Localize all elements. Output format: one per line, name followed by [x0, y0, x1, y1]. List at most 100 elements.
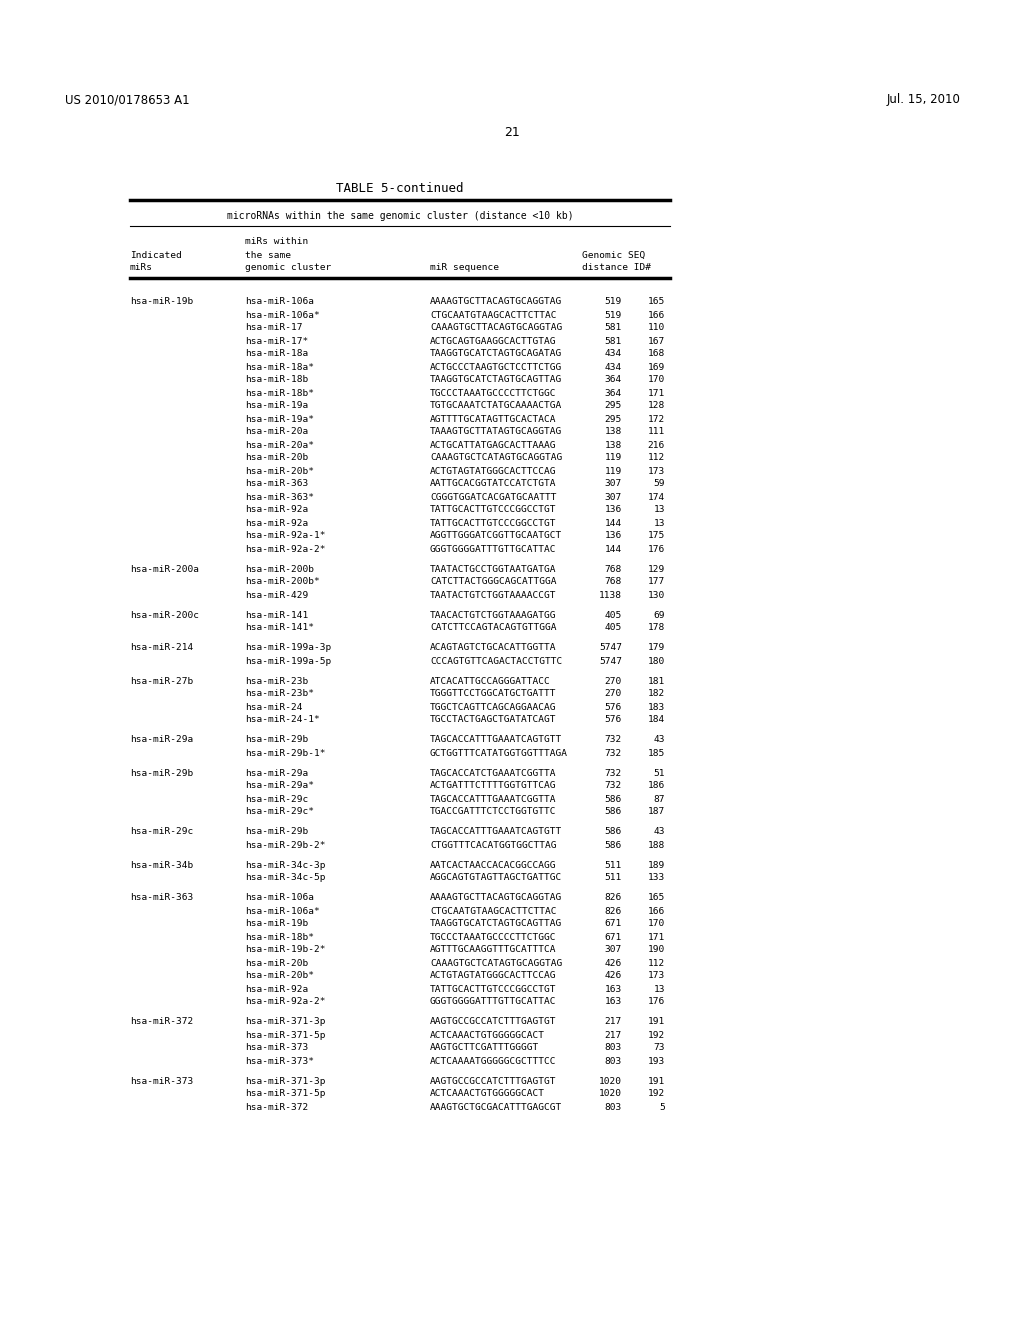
Text: 803: 803: [605, 1056, 622, 1065]
Text: hsa-miR-141: hsa-miR-141: [245, 610, 308, 619]
Text: 138: 138: [605, 441, 622, 450]
Text: 173: 173: [648, 972, 665, 981]
Text: 171: 171: [648, 932, 665, 941]
Text: 511: 511: [605, 861, 622, 870]
Text: hsa-miR-20b: hsa-miR-20b: [245, 454, 308, 462]
Text: hsa-miR-372: hsa-miR-372: [130, 1018, 194, 1027]
Text: TAAAGTGCTTATAGTGCAGGTAG: TAAAGTGCTTATAGTGCAGGTAG: [430, 428, 562, 437]
Text: 87: 87: [653, 795, 665, 804]
Text: miR sequence: miR sequence: [430, 264, 499, 272]
Text: hsa-miR-200c: hsa-miR-200c: [130, 610, 199, 619]
Text: TGGGTTCCTGGCATGCTGATTT: TGGGTTCCTGGCATGCTGATTT: [430, 689, 556, 698]
Text: Jul. 15, 2010: Jul. 15, 2010: [886, 94, 961, 107]
Text: 189: 189: [648, 861, 665, 870]
Text: 59: 59: [653, 479, 665, 488]
Text: 172: 172: [648, 414, 665, 424]
Text: 163: 163: [605, 985, 622, 994]
Text: 426: 426: [605, 958, 622, 968]
Text: 170: 170: [648, 375, 665, 384]
Text: AGGTTGGGATCGGTTGCAATGCT: AGGTTGGGATCGGTTGCAATGCT: [430, 532, 562, 540]
Text: 69: 69: [653, 610, 665, 619]
Text: hsa-miR-371-3p: hsa-miR-371-3p: [245, 1077, 326, 1085]
Text: hsa-miR-371-3p: hsa-miR-371-3p: [245, 1018, 326, 1027]
Text: TGTGCAAATCTATGCAAAACTGA: TGTGCAAATCTATGCAAAACTGA: [430, 401, 562, 411]
Text: 176: 176: [648, 998, 665, 1006]
Text: 295: 295: [605, 401, 622, 411]
Text: 73: 73: [653, 1044, 665, 1052]
Text: TAAGGTGCATCTAGTGCAGTTAG: TAAGGTGCATCTAGTGCAGTTAG: [430, 920, 562, 928]
Text: 586: 586: [605, 795, 622, 804]
Text: hsa-miR-19b: hsa-miR-19b: [245, 920, 308, 928]
Text: hsa-miR-371-5p: hsa-miR-371-5p: [245, 1031, 326, 1040]
Text: TGGCTCAGTTCAGCAGGAACAG: TGGCTCAGTTCAGCAGGAACAG: [430, 702, 556, 711]
Text: TAGCACCATTTGAAATCAGTGTT: TAGCACCATTTGAAATCAGTGTT: [430, 735, 562, 744]
Text: AATCACTAACCACACGGCCAGG: AATCACTAACCACACGGCCAGG: [430, 861, 556, 870]
Text: hsa-miR-29a: hsa-miR-29a: [130, 735, 194, 744]
Text: 519: 519: [605, 310, 622, 319]
Text: hsa-miR-23b: hsa-miR-23b: [245, 676, 308, 685]
Text: Genomic SEQ: Genomic SEQ: [582, 251, 645, 260]
Text: 144: 144: [605, 544, 622, 553]
Text: hsa-miR-34c-5p: hsa-miR-34c-5p: [245, 874, 326, 883]
Text: 671: 671: [605, 920, 622, 928]
Text: TGACCGATTTCTCCTGGTGTTC: TGACCGATTTCTCCTGGTGTTC: [430, 808, 556, 817]
Text: hsa-miR-20a: hsa-miR-20a: [245, 428, 308, 437]
Text: 43: 43: [653, 828, 665, 837]
Text: 192: 192: [648, 1089, 665, 1098]
Text: ACTCAAACTGTGGGGGCACT: ACTCAAACTGTGGGGGCACT: [430, 1089, 545, 1098]
Text: hsa-miR-92a: hsa-miR-92a: [245, 519, 308, 528]
Text: TABLE 5-continued: TABLE 5-continued: [336, 181, 464, 194]
Text: 217: 217: [605, 1018, 622, 1027]
Text: hsa-miR-214: hsa-miR-214: [130, 644, 194, 652]
Text: 168: 168: [648, 350, 665, 359]
Text: hsa-miR-29b: hsa-miR-29b: [245, 735, 308, 744]
Text: 1138: 1138: [599, 590, 622, 599]
Text: hsa-miR-363: hsa-miR-363: [130, 894, 194, 903]
Text: 405: 405: [605, 623, 622, 632]
Text: hsa-miR-24: hsa-miR-24: [245, 702, 302, 711]
Text: 130: 130: [648, 590, 665, 599]
Text: 13: 13: [653, 985, 665, 994]
Text: 190: 190: [648, 945, 665, 954]
Text: TAATACTGCCTGGTAATGATGA: TAATACTGCCTGGTAATGATGA: [430, 565, 556, 573]
Text: 112: 112: [648, 454, 665, 462]
Text: 183: 183: [648, 702, 665, 711]
Text: 307: 307: [605, 492, 622, 502]
Text: ACTGCAGTGAAGGCACTTGTAG: ACTGCAGTGAAGGCACTTGTAG: [430, 337, 556, 346]
Text: 187: 187: [648, 808, 665, 817]
Text: 138: 138: [605, 428, 622, 437]
Text: 671: 671: [605, 932, 622, 941]
Text: 581: 581: [605, 337, 622, 346]
Text: 826: 826: [605, 894, 622, 903]
Text: hsa-miR-373: hsa-miR-373: [130, 1077, 194, 1085]
Text: AGTTTTGCATAGTTGCACTACA: AGTTTTGCATAGTTGCACTACA: [430, 414, 556, 424]
Text: hsa-miR-29b-2*: hsa-miR-29b-2*: [245, 841, 326, 850]
Text: GCTGGTTTCATATGGTGGTTTAGA: GCTGGTTTCATATGGTGGTTTAGA: [430, 748, 568, 758]
Text: hsa-miR-200b*: hsa-miR-200b*: [245, 578, 319, 586]
Text: GGGTGGGGATTTGTTGCATTAC: GGGTGGGGATTTGTTGCATTAC: [430, 544, 556, 553]
Text: hsa-miR-200b: hsa-miR-200b: [245, 565, 314, 573]
Text: 112: 112: [648, 958, 665, 968]
Text: 803: 803: [605, 1102, 622, 1111]
Text: 144: 144: [605, 519, 622, 528]
Text: hsa-miR-92a-2*: hsa-miR-92a-2*: [245, 998, 326, 1006]
Text: 586: 586: [605, 841, 622, 850]
Text: TATTGCACTTGTCCCGGCCTGT: TATTGCACTTGTCCCGGCCTGT: [430, 519, 556, 528]
Text: AATTGCACGGTATCCATCTGTA: AATTGCACGGTATCCATCTGTA: [430, 479, 556, 488]
Text: ACTCAAACTGTGGGGGCACT: ACTCAAACTGTGGGGGCACT: [430, 1031, 545, 1040]
Text: 110: 110: [648, 323, 665, 333]
Text: hsa-miR-363: hsa-miR-363: [245, 479, 308, 488]
Text: 1020: 1020: [599, 1089, 622, 1098]
Text: hsa-miR-141*: hsa-miR-141*: [245, 623, 314, 632]
Text: 185: 185: [648, 748, 665, 758]
Text: 216: 216: [648, 441, 665, 450]
Text: hsa-miR-24-1*: hsa-miR-24-1*: [245, 715, 319, 725]
Text: 405: 405: [605, 610, 622, 619]
Text: TAGCACCATCTGAAATCGGTTA: TAGCACCATCTGAAATCGGTTA: [430, 768, 556, 777]
Text: genomic cluster: genomic cluster: [245, 264, 331, 272]
Text: TGCCCTAAATGCCCCTTCTGGC: TGCCCTAAATGCCCCTTCTGGC: [430, 388, 556, 397]
Text: CATCTTACTGGGCAGCATTGGA: CATCTTACTGGGCAGCATTGGA: [430, 578, 556, 586]
Text: hsa-miR-29c: hsa-miR-29c: [130, 828, 194, 837]
Text: 5747: 5747: [599, 644, 622, 652]
Text: 43: 43: [653, 735, 665, 744]
